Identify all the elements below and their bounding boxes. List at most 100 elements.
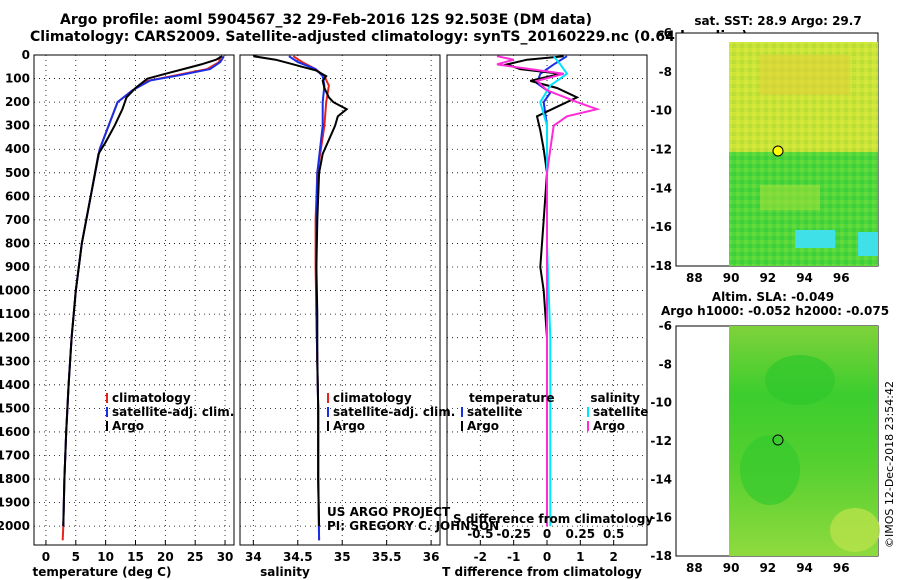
sla-map-xtick-label: 90 — [723, 561, 740, 575]
depth-tick-label: 1500 — [0, 401, 30, 415]
salinity-series — [253, 55, 349, 541]
salinity-line-argo — [253, 55, 349, 527]
sst-map-xtick-label: 92 — [759, 271, 776, 285]
depth-tick-label: 800 — [5, 236, 30, 250]
salinity-xtick-label: 35 — [334, 550, 351, 564]
diff-top-tick-label: 0.25 — [566, 527, 596, 541]
sla-map-ytick-label: -18 — [650, 549, 672, 563]
sst-map-axes: -6 -8 -10 -12 -14 -16 -18 88 90 92 94 96 — [650, 26, 849, 285]
depth-tick-label: 1700 — [0, 448, 30, 462]
depth-tick-label: 1600 — [0, 425, 30, 439]
sla-low-patch-1 — [765, 355, 835, 405]
sla-map: Altim. SLA: -0.049 Argo h1000: -0.052 h2… — [661, 290, 889, 557]
temperature-xtick-label: 5 — [72, 550, 80, 564]
depth-tick-label: 200 — [5, 95, 30, 109]
depth-tick-label: 1100 — [0, 307, 30, 321]
depth-tick-label: 1900 — [0, 496, 30, 510]
imos-credit: ©IMOS 12-Dec-2018 23:54:42 — [883, 381, 896, 548]
temperature-line-argo — [62, 55, 223, 527]
salinity-legend-label: Argo — [333, 419, 365, 433]
difference-line-t-argo — [503, 55, 580, 527]
sst-mid-patch — [760, 185, 820, 210]
sla-map-xtick-label: 88 — [686, 561, 703, 575]
diff-legend-left-title: temperature — [469, 391, 554, 405]
difference-xtick-label: 1 — [576, 550, 584, 564]
sst-map-ytick-label: -8 — [659, 65, 672, 79]
sla-map-xtick-label: 92 — [759, 561, 776, 575]
temperature-frame — [33, 54, 235, 546]
diff-top-tick-label: -0.5 — [467, 527, 493, 541]
sla-low-patch-2 — [740, 435, 800, 505]
depth-tick-label: 400 — [5, 142, 30, 156]
sla-map-ytick-label: -10 — [650, 396, 672, 410]
depth-tick-label: 500 — [5, 166, 30, 180]
sla-map-ytick-label: -8 — [659, 357, 672, 371]
temperature-legend-label: Argo — [112, 419, 144, 433]
difference-line-s-argo — [496, 55, 601, 527]
sst-map-xtick-label: 94 — [796, 271, 813, 285]
diff-top-label: S difference from climatology — [453, 512, 653, 526]
salinity-xlabel: salinity — [260, 565, 310, 579]
sla-map-xtick-label: 96 — [833, 561, 850, 575]
salinity-legend-label: satellite-adj. clim. — [333, 405, 455, 419]
sla-map-ytick-label: -6 — [659, 319, 672, 333]
panel-temperature: 0 5 10 15 20 25 30 temperature (deg C) — [33, 54, 235, 579]
salinity-xtick-label: 34 — [245, 550, 262, 564]
panel-difference: -2 -1 0 1 2T difference from climatology — [442, 54, 648, 579]
difference-xlabel: T difference from climatology — [442, 565, 642, 579]
sla-map-ytick-label: -12 — [650, 434, 672, 448]
difference-xtick-label: -1 — [507, 550, 520, 564]
temperature-xtick-label: 15 — [127, 550, 144, 564]
sla-title-2: Argo h1000: -0.052 h2000: -0.075 — [661, 304, 889, 318]
sla-map-ytick-label: -14 — [650, 472, 672, 486]
difference-xtick-label: -2 — [474, 550, 487, 564]
difference-xtick-label: 0 — [543, 550, 551, 564]
depth-tick-label: 1300 — [0, 354, 30, 368]
pi-annotation: PI: GREGORY C. JOHNSON — [327, 519, 499, 533]
diff-top-tick-label: 0 — [543, 527, 551, 541]
depth-tick-label: 1000 — [0, 284, 30, 298]
sst-map-xtick-label: 96 — [833, 271, 850, 285]
difference-line-s-satellite — [539, 55, 569, 527]
depth-tick-label: 0 — [22, 48, 30, 62]
sla-argo-marker — [772, 434, 784, 446]
depth-tick-label: 300 — [5, 119, 30, 133]
diff-top-tick-label: -0.25 — [496, 527, 531, 541]
depth-tick-label: 700 — [5, 213, 30, 227]
sst-map-ytick-label: -10 — [650, 104, 672, 118]
diff-top-tick-label: 0.5 — [603, 527, 624, 541]
sst-map-title: sat. SST: 28.9 Argo: 29.7 — [694, 14, 861, 28]
salinity-legend-label: climatology — [333, 391, 412, 405]
sst-cold-patch-2 — [858, 232, 878, 256]
salinity-xtick-label: 34.5 — [283, 550, 313, 564]
diff-legend-right-label: Argo — [593, 419, 625, 433]
salinity-xtick-label: 36 — [423, 550, 440, 564]
depth-tick-label: 1800 — [0, 472, 30, 486]
depth-tick-label: 600 — [5, 189, 30, 203]
sst-map-xtick-label: 90 — [723, 271, 740, 285]
sst-warmest-patch — [760, 55, 850, 95]
temperature-legend-label: satellite-adj. clim. — [112, 405, 234, 419]
difference-xtick-label: 2 — [609, 550, 617, 564]
sla-map-xtick-label: 94 — [796, 561, 813, 575]
diff-legend-left-label: Argo — [467, 419, 499, 433]
depth-tick-label: 100 — [5, 72, 30, 86]
depth-tick-label: 2000 — [0, 519, 30, 533]
temperature-xtick-label: 30 — [217, 550, 234, 564]
temperature-legend-label: climatology — [112, 391, 191, 405]
depth-tick-label: 1200 — [0, 331, 30, 345]
title-line-1: Argo profile: aoml 5904567_32 29-Feb-201… — [60, 12, 592, 28]
sla-map-ytick-label: -16 — [650, 511, 672, 525]
temperature-xtick-label: 20 — [157, 550, 174, 564]
sst-map: sat. SST: 28.9 Argo: 29.7 — [675, 14, 879, 267]
sla-high-patch — [830, 508, 880, 552]
title-line-2: Climatology: CARS2009. Satellite-adjuste… — [30, 29, 748, 45]
project-annotation: US ARGO PROJECT — [327, 505, 451, 519]
depth-tick-label: 1400 — [0, 378, 30, 392]
salinity-frame — [239, 54, 441, 546]
sst-map-ytick-label: -12 — [650, 143, 672, 157]
temperature-xtick-label: 0 — [42, 550, 50, 564]
sst-argo-marker — [772, 145, 784, 157]
sst-map-ytick-label: -14 — [650, 181, 672, 195]
